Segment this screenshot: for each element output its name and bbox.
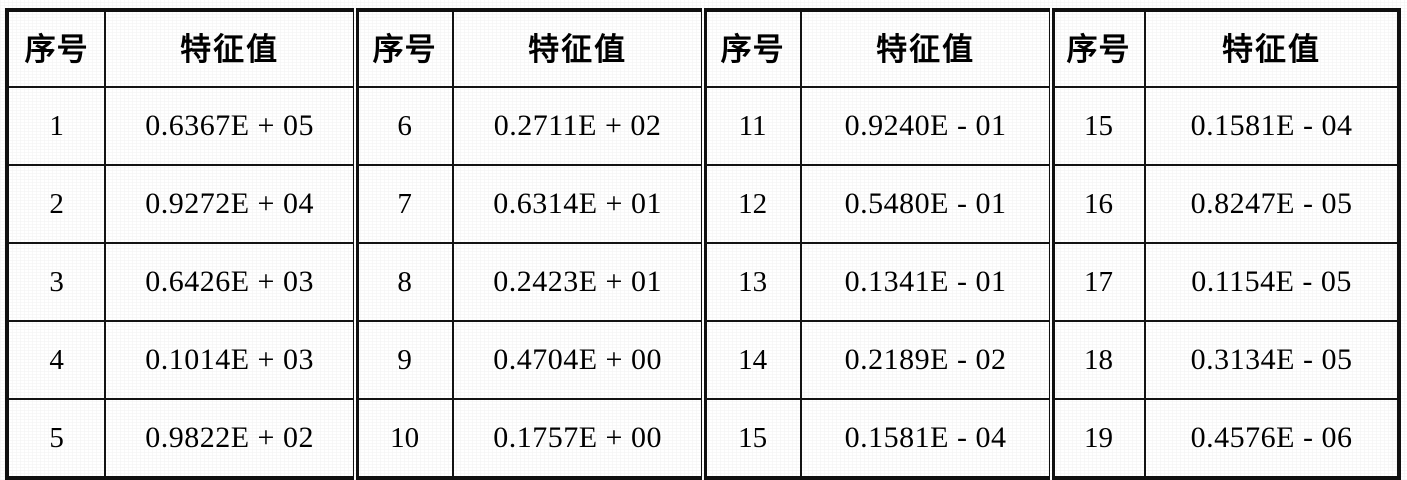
cell-value: 0.1341E - 01	[800, 242, 1052, 322]
table-row: 4 0.1014E + 03 9 0.4704E + 00 14 0.2189E…	[5, 320, 1400, 400]
cell-value: 0.3134E - 05	[1144, 320, 1400, 400]
cell-index: 6	[352, 86, 455, 166]
cell-value: 0.4704E + 00	[452, 320, 704, 400]
cell-index: 17	[1048, 242, 1147, 322]
header-value-1: 特征值	[104, 9, 356, 88]
header-value-2: 特征值	[452, 9, 704, 88]
cell-value: 0.1154E - 05	[1144, 242, 1400, 322]
header-value-4: 特征值	[1144, 9, 1400, 88]
cell-value: 0.1014E + 03	[104, 320, 356, 400]
cell-index: 13	[700, 242, 803, 322]
table-row: 1 0.6367E + 05 6 0.2711E + 02 11 0.9240E…	[5, 86, 1400, 166]
cell-value: 0.6426E + 03	[104, 242, 356, 322]
cell-value: 0.1581E - 04	[800, 398, 1052, 479]
cell-index: 12	[700, 164, 803, 244]
cell-index: 15	[1048, 86, 1147, 166]
cell-value: 0.1757E + 00	[452, 398, 704, 479]
cell-value: 0.6314E + 01	[452, 164, 704, 244]
cell-value: 0.4576E - 06	[1144, 398, 1400, 479]
table-row: 3 0.6426E + 03 8 0.2423E + 01 13 0.1341E…	[5, 242, 1400, 322]
table-header-row: 序号 特征值 序号 特征值 序号 特征值 序号 特征值	[5, 9, 1400, 88]
cell-value: 0.9822E + 02	[104, 398, 356, 479]
cell-value: 0.8247E - 05	[1144, 164, 1400, 244]
table-row: 5 0.9822E + 02 10 0.1757E + 00 15 0.1581…	[5, 398, 1400, 479]
cell-value: 0.6367E + 05	[104, 86, 356, 166]
cell-index: 14	[700, 320, 803, 400]
header-value-3: 特征值	[800, 9, 1052, 88]
cell-value: 0.2711E + 02	[452, 86, 704, 166]
cell-index: 18	[1048, 320, 1147, 400]
eigenvalue-table: 序号 特征值 序号 特征值 序号 特征值 序号 特征值 1 0.6367E + …	[5, 8, 1401, 480]
cell-index: 11	[700, 86, 803, 166]
cell-value: 0.2423E + 01	[452, 242, 704, 322]
cell-index: 15	[700, 398, 803, 479]
cell-value: 0.9272E + 04	[104, 164, 356, 244]
cell-index: 4	[5, 320, 107, 400]
cell-index: 19	[1048, 398, 1147, 479]
cell-index: 7	[352, 164, 455, 244]
cell-index: 1	[5, 86, 107, 166]
cell-index: 9	[352, 320, 455, 400]
cell-index: 8	[352, 242, 455, 322]
cell-index: 16	[1048, 164, 1147, 244]
header-index-1: 序号	[5, 9, 107, 88]
cell-index: 10	[352, 398, 455, 479]
table-row: 2 0.9272E + 04 7 0.6314E + 01 12 0.5480E…	[5, 164, 1400, 244]
cell-index: 5	[5, 398, 107, 479]
cell-value: 0.2189E - 02	[800, 320, 1052, 400]
cell-index: 3	[5, 242, 107, 322]
header-index-3: 序号	[700, 9, 803, 88]
cell-value: 0.5480E - 01	[800, 164, 1052, 244]
header-index-2: 序号	[352, 9, 455, 88]
cell-value: 0.1581E - 04	[1144, 86, 1400, 166]
cell-value: 0.9240E - 01	[800, 86, 1052, 166]
cell-index: 2	[5, 164, 107, 244]
header-index-4: 序号	[1048, 9, 1147, 88]
